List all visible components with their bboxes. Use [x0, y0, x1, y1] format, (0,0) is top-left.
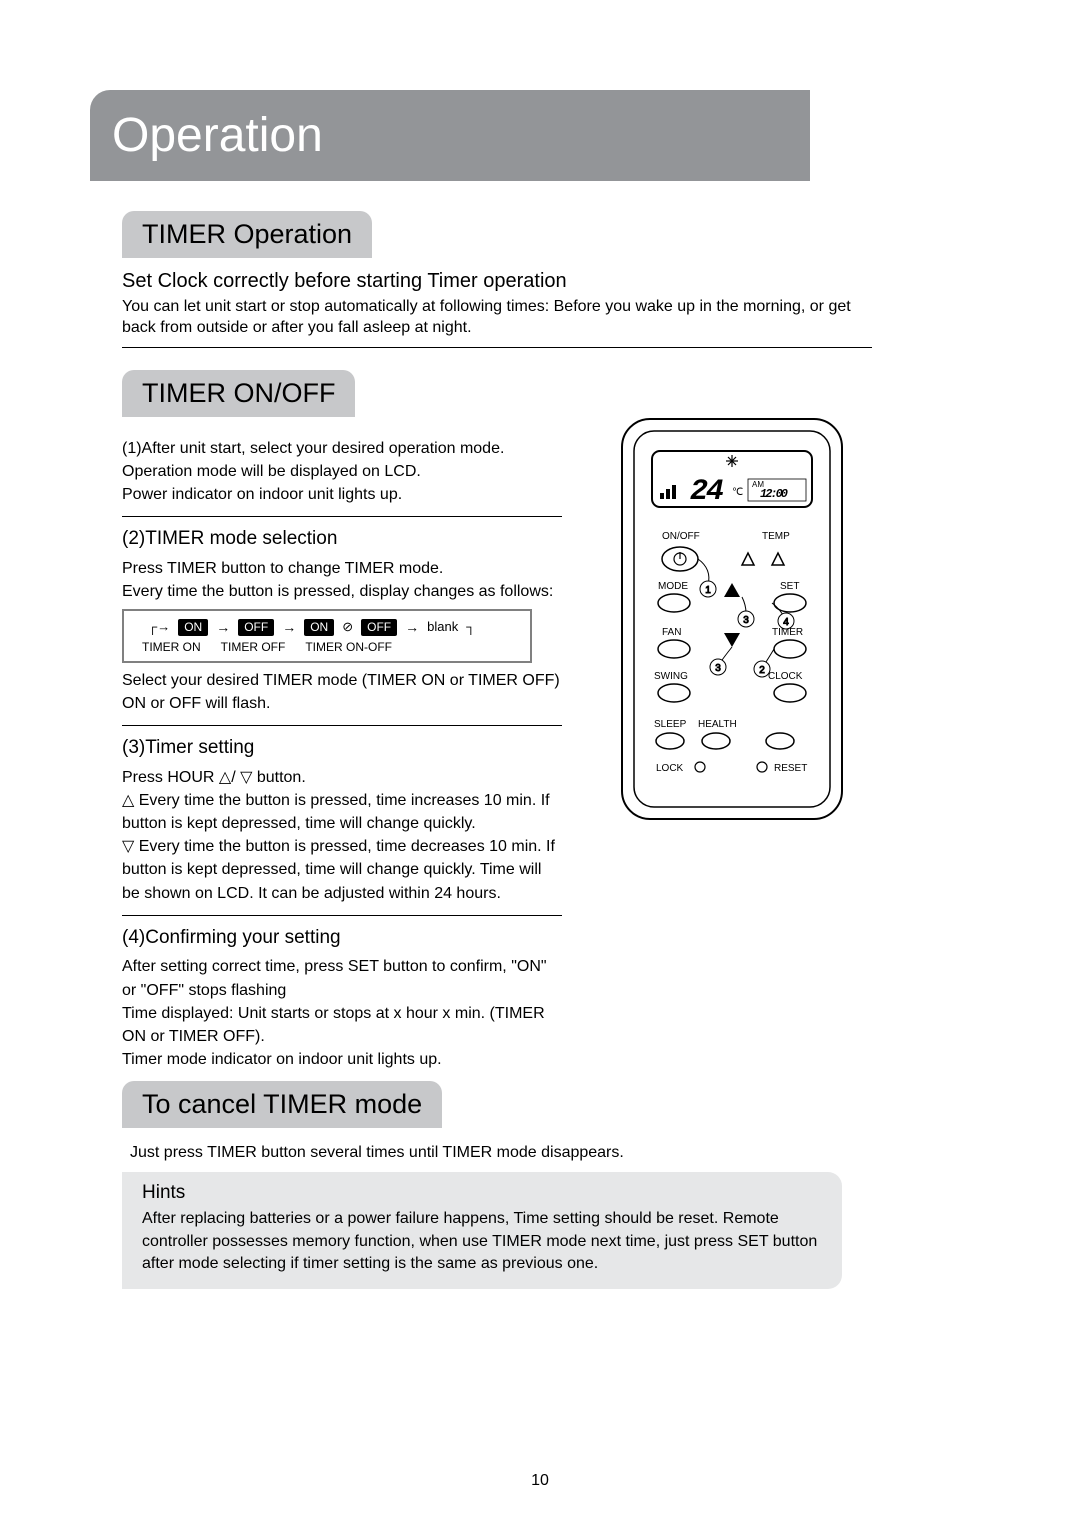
arrow-icon: →	[282, 617, 296, 637]
label-sleep: SLEEP	[654, 719, 687, 730]
step2-line2: Every time the button is pressed, displa…	[122, 580, 562, 603]
cancel-text: Just press TIMER button several times un…	[130, 1144, 990, 1162]
page-title: Operation	[90, 90, 810, 181]
pill-off: OFF	[238, 619, 274, 636]
step2-line1: Press TIMER button to change TIMER mode.	[122, 557, 562, 580]
callout-4: 4	[783, 617, 789, 628]
label-lock: LOCK	[656, 763, 684, 774]
lcd-time: 12:00	[760, 487, 788, 501]
step2-heading: (2)TIMER mode selection	[122, 525, 562, 553]
step3-line2: △ Every time the button is pressed, time…	[122, 789, 562, 835]
page-number: 10	[0, 1472, 1080, 1490]
label-set: SET	[780, 581, 799, 592]
step4-line2: Time displayed: Unit starts or stops at …	[122, 1002, 562, 1048]
step3-heading: (3)Timer setting	[122, 734, 562, 762]
steps-column: (1)After unit start, select your desired…	[122, 429, 562, 1082]
step-1: (1)After unit start, select your desired…	[122, 429, 562, 518]
section-timer-operation: TIMER Operation	[122, 211, 372, 258]
timer-cycle-diagram: ┌→ ON → OFF → ON ⊘ OFF → blank ┐ TIMER O…	[122, 609, 532, 663]
label-swing: SWING	[654, 671, 688, 682]
pill-off: OFF	[361, 619, 397, 636]
pill-on: ON	[178, 619, 208, 636]
section-cancel-timer: To cancel TIMER mode	[122, 1081, 442, 1128]
step-2: (2)TIMER mode selection Press TIMER butt…	[122, 517, 562, 726]
callout-3b: 3	[715, 663, 721, 674]
step2-line3: Select your desired TIMER mode (TIMER ON…	[122, 669, 562, 715]
step-3: (3)Timer setting Press HOUR △/ ▽ button.…	[122, 726, 562, 916]
intro-block: Set Clock correctly before starting Time…	[122, 270, 872, 348]
callout-2: 2	[759, 665, 765, 676]
hints-box: Hints After replacing batteries or a pow…	[122, 1172, 842, 1289]
label-clock: CLOCK	[768, 671, 803, 682]
blank-label: blank	[427, 618, 458, 637]
label-onoff: ON/OFF	[662, 531, 700, 542]
lcd-unit: ℃	[732, 487, 743, 498]
remote-illustration: 24 ℃ AM 12:00 ON/OFF TEMP MODE SET FA	[612, 409, 852, 834]
step1-line1: (1)After unit start, select your desired…	[122, 437, 562, 460]
clock-icon: ⊘	[342, 618, 353, 637]
step-4: (4)Confirming your setting After setting…	[122, 916, 562, 1081]
label-fan: FAN	[662, 627, 681, 638]
step4-line3: Timer mode indicator on indoor unit ligh…	[122, 1048, 562, 1071]
step4-heading: (4)Confirming your setting	[122, 924, 562, 952]
intro-text: You can let unit start or stop automatic…	[122, 297, 872, 339]
section-timer-onoff: TIMER ON/OFF	[122, 370, 355, 417]
diag-label-onoff: TIMER ON-OFF	[305, 639, 392, 656]
arrow-icon: →	[405, 617, 419, 637]
step3-line1: Press HOUR △/ ▽ button.	[122, 766, 562, 789]
callout-3a: 3	[743, 615, 749, 626]
label-mode: MODE	[658, 581, 688, 592]
step1-line3: Power indicator on indoor unit lights up…	[122, 483, 562, 506]
step3-line3: ▽ Every time the button is pressed, time…	[122, 835, 562, 905]
pill-on: ON	[304, 619, 334, 636]
label-temp: TEMP	[762, 531, 790, 542]
label-health: HEALTH	[698, 719, 737, 730]
diag-label-on: TIMER ON	[142, 639, 201, 656]
intro-heading: Set Clock correctly before starting Time…	[122, 270, 872, 293]
step1-line2: Operation mode will be displayed on LCD.	[122, 460, 562, 483]
callout-1: 1	[705, 585, 711, 596]
hints-heading: Hints	[142, 1182, 822, 1204]
hints-text: After replacing batteries or a power fai…	[142, 1208, 822, 1275]
diag-label-off: TIMER OFF	[221, 639, 286, 656]
lcd-temp: 24	[690, 475, 723, 509]
step4-line1: After setting correct time, press SET bu…	[122, 955, 562, 1001]
arrow-icon: →	[216, 617, 230, 637]
label-reset: RESET	[774, 763, 807, 774]
